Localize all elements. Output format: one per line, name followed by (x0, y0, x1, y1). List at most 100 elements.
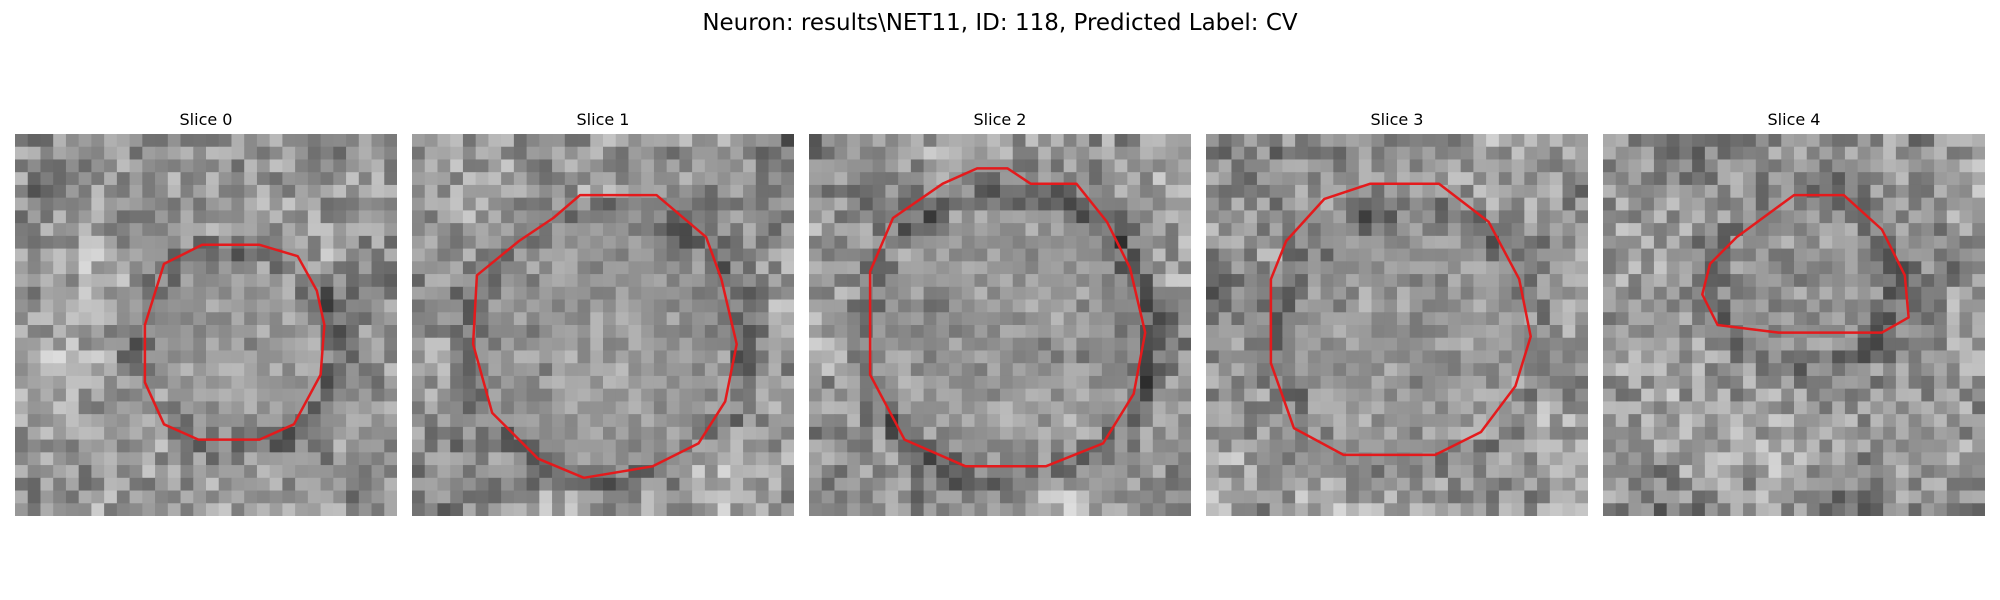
image-pixel (269, 439, 283, 453)
image-pixel (1473, 274, 1487, 288)
image-pixel (231, 184, 245, 199)
image-pixel (1295, 363, 1309, 377)
image-pixel (526, 274, 540, 288)
image-pixel (1883, 350, 1897, 364)
image-pixel (371, 261, 385, 275)
image-pixel (1447, 312, 1462, 326)
image-pixel (437, 325, 451, 339)
image-pixel (949, 312, 963, 326)
image-pixel (1870, 477, 1884, 492)
image-pixel (193, 337, 207, 352)
image-pixel (1025, 184, 1039, 199)
image-pixel (692, 337, 706, 352)
image-pixel (1409, 274, 1424, 288)
image-pixel (475, 439, 489, 453)
image-pixel (898, 248, 912, 262)
image-pixel (885, 248, 899, 262)
image-pixel (1178, 312, 1191, 326)
image-pixel (1895, 401, 1910, 415)
image-pixel (333, 388, 347, 402)
image-pixel (653, 388, 668, 402)
image-pixel (1498, 274, 1513, 288)
image-pixel (1152, 248, 1167, 262)
image-pixel (1447, 465, 1462, 479)
image-pixel (526, 146, 540, 161)
image-pixel (847, 134, 861, 148)
image-pixel (1295, 350, 1309, 364)
image-pixel (1486, 325, 1500, 339)
image-pixel (206, 490, 220, 504)
image-pixel (346, 452, 360, 466)
image-pixel (821, 465, 836, 479)
image-pixel (743, 414, 757, 428)
image-pixel (1038, 414, 1052, 428)
image-pixel (564, 452, 579, 466)
image-pixel (1127, 134, 1141, 148)
image-pixel (717, 184, 731, 199)
image-pixel (1653, 414, 1668, 428)
image-pixel (768, 172, 782, 186)
image-pixel (1524, 426, 1538, 441)
image-pixel (1076, 172, 1090, 186)
image-pixel (1231, 286, 1245, 301)
image-pixel (1806, 337, 1821, 352)
image-pixel (1641, 503, 1655, 516)
image-pixel (615, 401, 630, 415)
image-pixel (1704, 490, 1719, 504)
image-pixel (1857, 490, 1871, 504)
image-pixel (1333, 274, 1347, 288)
image-pixel (1231, 363, 1245, 377)
image-pixel (116, 388, 131, 402)
image-pixel (307, 184, 322, 199)
image-pixel (768, 414, 782, 428)
image-pixel (424, 325, 439, 339)
image-pixel (1218, 210, 1233, 224)
image-pixel (218, 439, 233, 453)
image-pixel (603, 503, 617, 516)
image-pixel (513, 325, 528, 339)
image-pixel (781, 248, 794, 262)
image-pixel (1218, 503, 1233, 516)
image-pixel (1409, 172, 1424, 186)
image-pixel (1730, 146, 1744, 161)
image-pixel (1832, 426, 1846, 441)
image-pixel (974, 184, 988, 199)
image-pixel (1089, 197, 1103, 211)
image-pixel (1549, 325, 1564, 339)
image-pixel (859, 159, 874, 173)
image-pixel (1692, 210, 1706, 224)
image-pixel (768, 439, 782, 453)
image-pixel (307, 439, 322, 453)
image-pixel (730, 274, 744, 288)
image-pixel (872, 261, 886, 275)
image-pixel (564, 299, 579, 313)
image-pixel (1295, 439, 1309, 453)
image-pixel (1371, 363, 1385, 377)
image-pixel (692, 477, 706, 492)
image-pixel (1628, 375, 1642, 390)
image-pixel (564, 210, 579, 224)
image-pixel (1679, 503, 1693, 516)
image-pixel (847, 350, 861, 364)
image-pixel (615, 197, 630, 211)
image-pixel (552, 426, 566, 441)
image-pixel (1076, 490, 1090, 504)
image-pixel (116, 337, 131, 352)
image-pixel (358, 490, 373, 504)
image-pixel (936, 337, 950, 352)
image-pixel (1895, 503, 1910, 516)
image-pixel (1371, 439, 1385, 453)
image-pixel (1076, 325, 1090, 339)
image-pixel (475, 414, 489, 428)
image-pixel (155, 426, 169, 441)
image-pixel (307, 452, 322, 466)
image-pixel (987, 223, 1001, 237)
image-pixel (1679, 363, 1693, 377)
image-pixel (1653, 452, 1668, 466)
image-pixel (1794, 248, 1808, 262)
image-pixel (269, 312, 283, 326)
image-pixel (371, 210, 385, 224)
image-pixel (40, 223, 54, 237)
image-pixel (847, 299, 861, 313)
image-pixel (1934, 299, 1948, 313)
